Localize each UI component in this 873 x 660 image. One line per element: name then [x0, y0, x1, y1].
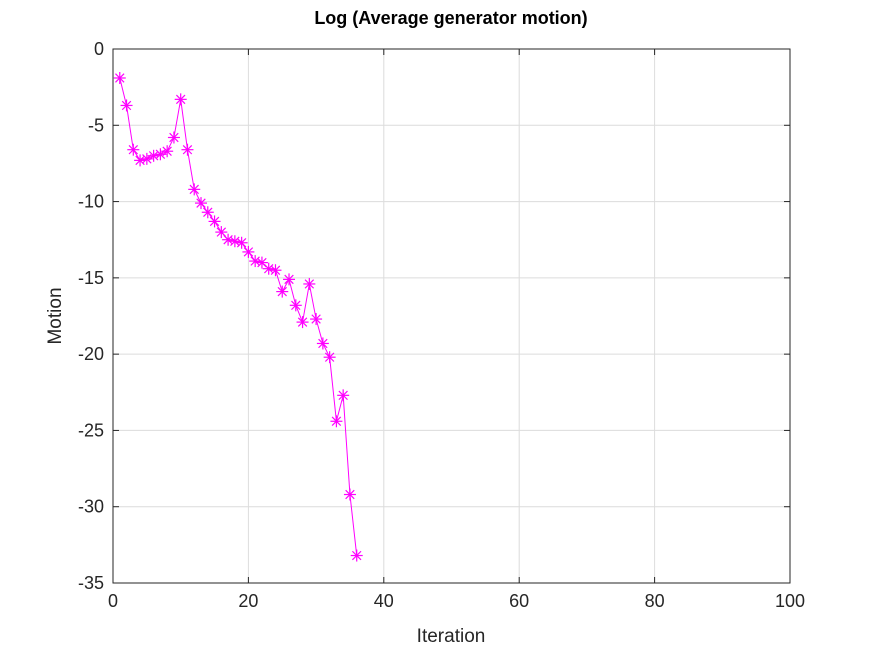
marker-stroke: [318, 338, 328, 349]
data-point: [350, 549, 363, 562]
marker-stroke: [351, 550, 362, 561]
data-point: [242, 245, 255, 258]
marker-stroke: [148, 151, 159, 161]
x-tick-label: 100: [775, 591, 805, 611]
marker-stroke: [135, 155, 145, 166]
marker-stroke: [291, 300, 301, 311]
data-point: [120, 99, 133, 112]
y-tick-label: -30: [78, 497, 104, 517]
marker-stroke: [284, 274, 294, 285]
marker-stroke: [331, 416, 342, 426]
marker-stroke: [243, 247, 254, 257]
marker-stroke: [311, 314, 321, 324]
axis-ticks: 0 20 40 60 80 100 0 -5 -10 -15 -20 -25 -30 -35: [78, 39, 805, 611]
data-point: [296, 316, 309, 329]
marker-stroke: [196, 198, 206, 208]
data-point: [113, 71, 126, 84]
data-point: [343, 488, 356, 501]
marker-stroke: [121, 100, 132, 111]
x-tick-label: 20: [238, 591, 258, 611]
data-point: [195, 197, 208, 210]
plot-area-frame: [112, 48, 791, 584]
data-point: [269, 264, 282, 277]
data-point: [323, 351, 336, 364]
marker-stroke: [338, 390, 348, 401]
data-point: [276, 285, 289, 298]
x-tick-label: 60: [509, 591, 529, 611]
marker-stroke: [169, 132, 179, 143]
data-point: [337, 389, 350, 402]
data-point: [289, 299, 302, 312]
marker-stroke: [175, 94, 186, 105]
x-tick-label: 0: [108, 591, 118, 611]
data-point: [330, 415, 343, 428]
y-tick-label: -10: [78, 192, 104, 212]
y-axis-label: Motion: [45, 287, 66, 344]
series-line: [119, 77, 358, 556]
data-point: [249, 255, 262, 268]
data-point: [167, 131, 180, 144]
marker-stroke: [203, 207, 213, 217]
data-point: [161, 145, 174, 158]
marker-stroke: [189, 184, 199, 195]
marker-stroke: [162, 146, 172, 156]
x-tick-label: 80: [645, 591, 665, 611]
marker-stroke: [128, 144, 139, 155]
marker-stroke: [345, 489, 355, 500]
grid: [112, 48, 791, 584]
marker-stroke: [277, 286, 287, 297]
data-point: [303, 277, 316, 290]
data-point: [316, 337, 329, 350]
data-point: [283, 273, 296, 286]
y-tick-label: -25: [78, 420, 104, 440]
data-point: [208, 215, 221, 228]
marker-stroke: [236, 238, 247, 248]
marker-stroke: [182, 144, 193, 155]
chart-title: Log (Average generator motion): [314, 8, 587, 28]
data-point: [201, 206, 214, 219]
data-point: [147, 149, 160, 162]
y-tick-label: 0: [94, 39, 104, 59]
y-tick-label: -15: [78, 268, 104, 288]
marker-stroke: [216, 227, 227, 237]
data-point: [235, 236, 248, 249]
data-point: [127, 143, 140, 156]
marker-stroke: [297, 317, 308, 327]
y-tick-label: -5: [88, 115, 104, 135]
marker-stroke: [209, 216, 220, 227]
marker-stroke: [304, 279, 315, 289]
x-axis-label: Iteration: [417, 626, 486, 647]
data-point: [181, 143, 194, 156]
y-tick-label: -35: [78, 573, 104, 593]
marker-stroke: [257, 257, 267, 268]
marker-stroke: [270, 265, 281, 275]
marker-stroke: [324, 352, 335, 362]
y-tick-label: -20: [78, 344, 104, 364]
data-point: [188, 183, 201, 196]
marker-stroke: [115, 73, 125, 83]
data-point: [310, 313, 323, 326]
series-layer: [113, 71, 363, 562]
data-point: [174, 93, 187, 106]
data-point: [215, 226, 228, 239]
x-tick-label: 40: [374, 591, 394, 611]
